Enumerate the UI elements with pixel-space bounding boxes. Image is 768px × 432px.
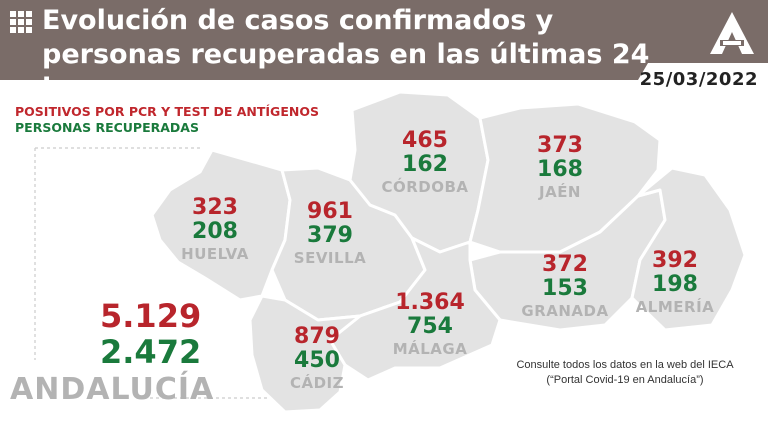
total-positives: 5.129 — [100, 297, 202, 335]
province-huelva: 323 208 HUELVA — [170, 197, 260, 262]
total-recovered: 2.472 — [100, 333, 202, 371]
almeria-shape — [630, 166, 747, 332]
cordoba-name: CÓRDOBA — [381, 178, 469, 196]
grid-icon — [10, 11, 32, 33]
legend-recovered: PERSONAS RECUPERADAS — [15, 120, 199, 135]
cordoba-recovered: 162 — [402, 152, 448, 177]
granada-recovered: 153 — [542, 276, 588, 301]
almeria-recovered: 198 — [652, 272, 698, 297]
region-name: ANDALUCÍA — [10, 372, 215, 407]
province-cordoba: 465 162 CÓRDOBA — [375, 130, 475, 195]
legend-positives: POSITIVOS POR PCR Y TEST DE ANTÍGENOS — [15, 104, 319, 119]
almeria-name: ALMERÍA — [635, 298, 715, 316]
almeria-positives: 392 — [652, 248, 698, 273]
malaga-positives: 1.364 — [395, 290, 465, 315]
malaga-shape — [328, 236, 502, 382]
source-note: Consulte todos los datos en la web del I… — [516, 359, 734, 386]
huelva-name: HUELVA — [181, 245, 249, 263]
province-granada: 372 153 GRANADA — [515, 254, 615, 319]
province-jaen: 373 168 JAÉN — [515, 135, 605, 200]
report-date: 25/03/2022 — [639, 69, 758, 90]
huelva-positives: 323 — [192, 195, 238, 220]
cadiz-shape — [248, 294, 362, 414]
cadiz-recovered: 450 — [294, 348, 340, 373]
granada-name: GRANADA — [521, 302, 609, 320]
malaga-recovered: 754 — [407, 314, 453, 339]
province-almeria: 392 198 ALMERÍA — [630, 250, 720, 315]
sevilla-name: SEVILLA — [293, 249, 367, 267]
header-background — [0, 0, 768, 80]
jaen-name: JAÉN — [539, 183, 581, 201]
province-sevilla: 961 379 SEVILLA — [285, 201, 375, 266]
junta-andalucia-logo-icon — [710, 12, 754, 54]
region-total: 5.129 2.472 — [100, 300, 201, 368]
province-cadiz: 879 450 CÁDIZ — [272, 326, 362, 391]
granada-positives: 372 — [542, 252, 588, 277]
page-title: Evolución de casos confirmados y persona… — [42, 5, 650, 104]
header-band: Evolución de casos confirmados y persona… — [0, 0, 768, 104]
jaen-recovered: 168 — [537, 157, 583, 182]
cadiz-name: CÁDIZ — [289, 374, 345, 392]
province-malaga: 1.364 754 MÁLAGA — [380, 292, 480, 357]
cordoba-positives: 465 — [402, 128, 448, 153]
jaen-positives: 373 — [537, 133, 583, 158]
cadiz-positives: 879 — [294, 324, 340, 349]
sevilla-positives: 961 — [307, 199, 353, 224]
huelva-recovered: 208 — [192, 219, 238, 244]
sevilla-recovered: 379 — [307, 223, 353, 248]
malaga-name: MÁLAGA — [392, 340, 468, 358]
